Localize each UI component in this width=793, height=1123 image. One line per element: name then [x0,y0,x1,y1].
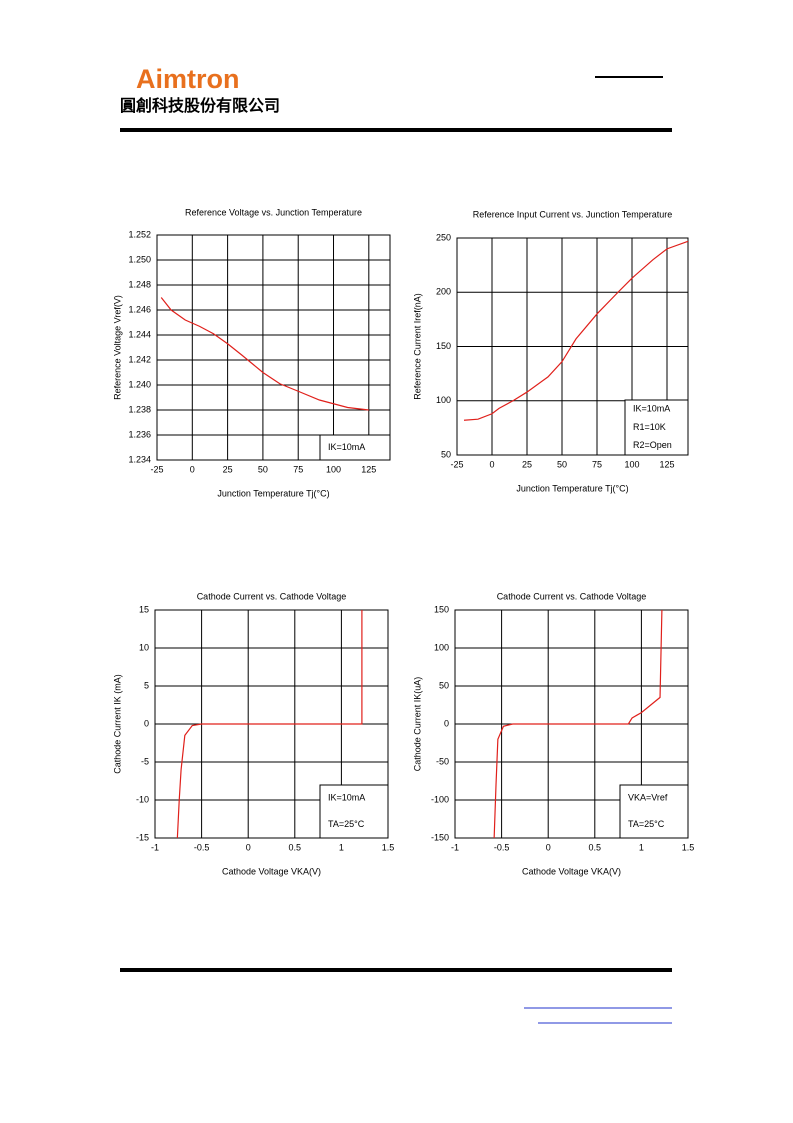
y-tick-label: 1.236 [128,429,151,439]
y-tick-label: 100 [434,642,449,652]
y-tick-label: -10 [136,794,149,804]
chart-title: Reference Voltage vs. Junction Temperatu… [185,207,362,217]
x-tick-label: 125 [659,459,674,469]
annotation: TA=25°C [328,819,365,829]
y-tick-label: 0 [444,718,449,728]
company-name: 圓創科技股份有限公司 [120,96,280,115]
data-line [160,297,369,411]
annotation: R2=Open [633,440,672,450]
x-tick-label: 50 [557,459,567,469]
x-tick-label: 50 [258,464,268,474]
x-tick-label: 25 [223,464,233,474]
data-line [493,609,663,839]
y-tick-label: -15 [136,832,149,842]
y-tick-label: 50 [441,449,451,459]
x-tick-label: -0.5 [494,842,510,852]
y-tick-label: 1.240 [128,379,151,389]
data-line [176,610,363,839]
y-tick-label: 1.242 [128,354,151,364]
x-tick-label: 0.5 [289,842,302,852]
y-tick-label: 200 [436,287,451,297]
x-axis-label: Junction Temperature Tj(°C) [516,483,628,493]
y-tick-label: 100 [436,395,451,405]
annotation: TA=25°C [628,819,665,829]
x-tick-label: 0 [489,459,494,469]
y-axis-label: Reference Voltage Vref(V) [112,295,122,400]
x-tick-label: -1 [151,842,159,852]
x-tick-label: 1.5 [682,842,695,852]
y-tick-label: 1.238 [128,404,151,414]
y-tick-label: 1.252 [128,229,151,239]
annotation: VKA=Vref [628,793,668,803]
x-tick-label: 1 [339,842,344,852]
annotation: IK=10mA [328,793,365,803]
y-tick-label: 1.244 [128,329,151,339]
y-tick-label: 0 [144,718,149,728]
y-tick-label: -50 [436,756,449,766]
x-tick-label: -25 [450,459,463,469]
annotation-box [624,399,689,456]
y-tick-label: 1.250 [128,254,151,264]
y-tick-label: -100 [431,794,449,804]
y-axis-label: Cathode Current IK (mA) [112,674,122,774]
x-tick-label: 100 [624,459,639,469]
y-tick-label: 1.246 [128,304,151,314]
annotation-box [319,784,389,839]
annotation: R1=10K [633,422,666,432]
y-tick-label: 150 [434,604,449,614]
y-tick-label: 1.234 [128,454,151,464]
x-tick-label: 100 [326,464,341,474]
y-tick-label: 50 [439,680,449,690]
y-tick-label: -5 [141,756,149,766]
x-tick-label: -1 [451,842,459,852]
y-tick-label: -150 [431,832,449,842]
chart-title: Reference Input Current vs. Junction Tem… [473,209,672,219]
annotation-box [319,434,391,461]
chart-title: Cathode Current vs. Cathode Voltage [197,591,347,601]
y-tick-label: 5 [144,680,149,690]
annotation: IK=10mA [328,442,365,452]
x-tick-label: 25 [522,459,532,469]
logo: Aimtron [136,64,240,94]
y-tick-label: 15 [139,604,149,614]
x-tick-label: 1 [639,842,644,852]
y-tick-label: 10 [139,642,149,652]
x-tick-label: 0.5 [589,842,602,852]
x-axis-label: Cathode Voltage VKA(V) [222,866,321,876]
annotation: IK=10mA [633,404,670,414]
x-tick-label: 1.5 [382,842,395,852]
x-tick-label: 0 [246,842,251,852]
annotation-box [619,784,689,839]
x-axis-label: Junction Temperature Tj(°C) [217,488,329,498]
x-tick-label: -25 [150,464,163,474]
x-tick-label: -0.5 [194,842,210,852]
x-axis-label: Cathode Voltage VKA(V) [522,866,621,876]
y-axis-label: Reference Current Iref(nA) [412,293,422,400]
chart-title: Cathode Current vs. Cathode Voltage [497,591,647,601]
y-axis-label: Cathode Current IK(uA) [412,677,422,772]
x-tick-label: 75 [293,464,303,474]
data-line [463,240,689,421]
x-tick-label: 0 [190,464,195,474]
y-tick-label: 1.248 [128,279,151,289]
y-tick-label: 250 [436,232,451,242]
y-tick-label: 150 [436,341,451,351]
x-tick-label: 125 [361,464,376,474]
x-tick-label: 0 [546,842,551,852]
x-tick-label: 75 [592,459,602,469]
